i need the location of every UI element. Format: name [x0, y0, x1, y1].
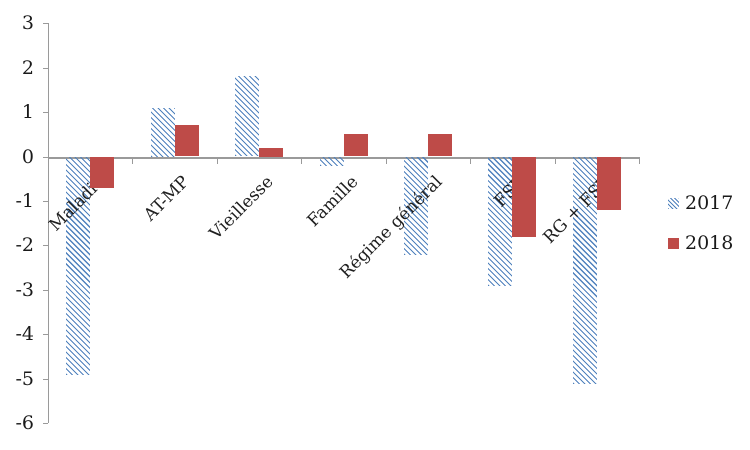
- bar-2017-maladie: [66, 157, 90, 375]
- legend-item-2018: 2018: [668, 232, 733, 254]
- y-tick-label: 0: [21, 146, 34, 168]
- y-tick: [43, 201, 48, 202]
- y-tick-label: -2: [15, 234, 34, 256]
- y-tick: [43, 290, 48, 291]
- y-tick: [43, 23, 48, 24]
- legend: 2017 2018: [668, 192, 733, 272]
- x-tick: [555, 157, 556, 164]
- category-label-famille: Famille: [303, 172, 363, 231]
- bar-2018-at-mp: [175, 125, 199, 156]
- x-tick: [301, 157, 302, 164]
- legend-item-2017: 2017: [668, 192, 733, 214]
- y-tick-label: 1: [21, 101, 34, 123]
- bar-2017-r-gime-g-n-ral: [404, 157, 428, 255]
- category-label-vieillesse: Vieillesse: [205, 172, 278, 244]
- y-tick-label: -5: [15, 368, 34, 390]
- x-tick: [470, 157, 471, 164]
- y-tick: [43, 334, 48, 335]
- bar-2018-vieillesse: [259, 148, 283, 157]
- bar-2017-famille: [320, 157, 344, 166]
- y-tick-label: -4: [15, 323, 34, 345]
- bar-2017-fsv: [488, 157, 512, 286]
- y-tick-label: -6: [15, 412, 34, 434]
- category-label-at-mp: AT-MP: [140, 172, 194, 226]
- bar-2018-r-gime-g-n-ral: [428, 134, 452, 156]
- y-tick: [43, 245, 48, 246]
- x-tick: [217, 157, 218, 164]
- bar-2017-at-mp: [151, 108, 175, 157]
- bar-2018-maladie: [90, 157, 114, 188]
- y-tick: [43, 157, 48, 158]
- legend-label-2018: 2018: [685, 232, 734, 254]
- x-tick: [386, 157, 387, 164]
- y-tick: [43, 423, 48, 424]
- bar-2018-fsv: [512, 157, 536, 237]
- legend-label-2017: 2017: [685, 192, 734, 214]
- y-axis-line: [48, 23, 49, 423]
- y-tick-label: 2: [21, 57, 34, 79]
- y-tick-label: 3: [21, 12, 34, 34]
- x-tick: [132, 157, 133, 164]
- y-tick-label: -3: [15, 279, 34, 301]
- bar-2018-rg-fsv: [597, 157, 621, 210]
- bar-2017-vieillesse: [235, 76, 259, 156]
- bar-2017-rg-fsv: [573, 157, 597, 384]
- legend-swatch-2017-icon: [668, 197, 679, 209]
- x-tick: [639, 157, 640, 164]
- y-tick: [43, 112, 48, 113]
- x-tick: [48, 157, 49, 164]
- bar-2018-famille: [344, 134, 368, 156]
- y-tick: [43, 68, 48, 69]
- y-tick-label: -1: [15, 190, 34, 212]
- legend-swatch-2018-icon: [668, 237, 679, 249]
- y-tick: [43, 379, 48, 380]
